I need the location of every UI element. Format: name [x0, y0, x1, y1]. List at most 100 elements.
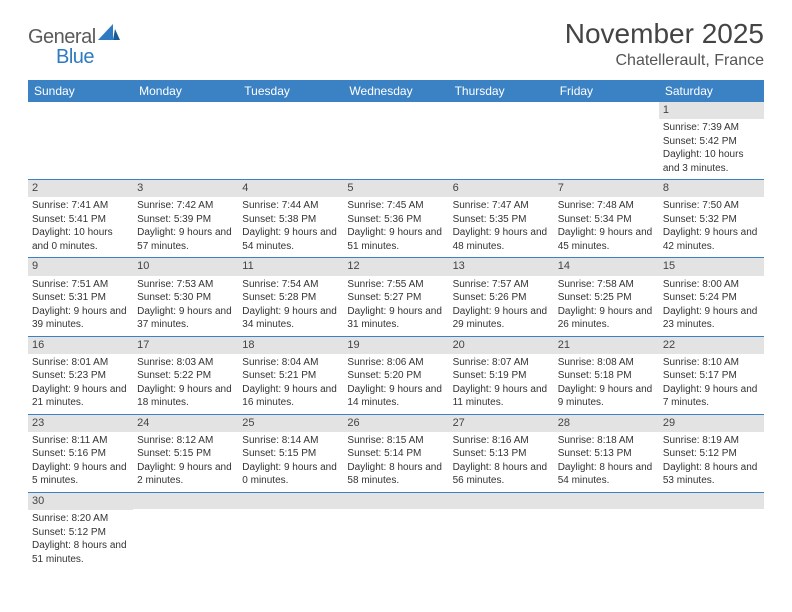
day-header: Sunday [28, 80, 133, 102]
sunset: Sunset: 5:12 PM [32, 526, 129, 540]
day-header: Monday [133, 80, 238, 102]
daylight: Daylight: 9 hours and 18 minutes. [137, 383, 234, 410]
logo-text-blue: Blue [56, 46, 94, 68]
day-cell: 21Sunrise: 8:08 AMSunset: 5:18 PMDayligh… [554, 336, 659, 414]
sunrise: Sunrise: 8:16 AM [453, 434, 550, 448]
daylight: Daylight: 10 hours and 0 minutes. [32, 226, 129, 253]
day-data: Sunrise: 7:57 AMSunset: 5:26 PMDaylight:… [449, 276, 554, 336]
sunrise: Sunrise: 8:19 AM [663, 434, 760, 448]
sunset: Sunset: 5:38 PM [242, 213, 339, 227]
day-cell: 19Sunrise: 8:06 AMSunset: 5:20 PMDayligh… [343, 336, 448, 414]
day-data: Sunrise: 7:53 AMSunset: 5:30 PMDaylight:… [133, 276, 238, 336]
day-number: 9 [28, 258, 133, 275]
sunset: Sunset: 5:35 PM [453, 213, 550, 227]
sunset: Sunset: 5:14 PM [347, 447, 444, 461]
day-header: Friday [554, 80, 659, 102]
calendar-table: Sunday Monday Tuesday Wednesday Thursday… [28, 80, 764, 570]
daylight: Daylight: 8 hours and 53 minutes. [663, 461, 760, 488]
day-number: 21 [554, 337, 659, 354]
sunrise: Sunrise: 8:06 AM [347, 356, 444, 370]
logo-text-blue-wrap: Blue [56, 46, 94, 69]
day-data: Sunrise: 7:54 AMSunset: 5:28 PMDaylight:… [238, 276, 343, 336]
day-cell [554, 492, 659, 570]
week-row: 16Sunrise: 8:01 AMSunset: 5:23 PMDayligh… [28, 336, 764, 414]
day-number: 29 [659, 415, 764, 432]
sunset: Sunset: 5:28 PM [242, 291, 339, 305]
day-cell [133, 102, 238, 180]
sunrise: Sunrise: 7:51 AM [32, 278, 129, 292]
day-cell: 12Sunrise: 7:55 AMSunset: 5:27 PMDayligh… [343, 258, 448, 336]
day-data: Sunrise: 7:39 AMSunset: 5:42 PMDaylight:… [659, 119, 764, 179]
day-cell: 17Sunrise: 8:03 AMSunset: 5:22 PMDayligh… [133, 336, 238, 414]
sunset: Sunset: 5:39 PM [137, 213, 234, 227]
sunrise: Sunrise: 8:03 AM [137, 356, 234, 370]
sunset: Sunset: 5:23 PM [32, 369, 129, 383]
day-data: Sunrise: 7:45 AMSunset: 5:36 PMDaylight:… [343, 197, 448, 257]
day-number: 24 [133, 415, 238, 432]
day-cell [28, 102, 133, 180]
day-data: Sunrise: 8:01 AMSunset: 5:23 PMDaylight:… [28, 354, 133, 414]
day-number: 12 [343, 258, 448, 275]
day-cell: 3Sunrise: 7:42 AMSunset: 5:39 PMDaylight… [133, 180, 238, 258]
sunrise: Sunrise: 8:12 AM [137, 434, 234, 448]
daylight: Daylight: 9 hours and 9 minutes. [558, 383, 655, 410]
day-data: Sunrise: 8:10 AMSunset: 5:17 PMDaylight:… [659, 354, 764, 414]
day-cell: 10Sunrise: 7:53 AMSunset: 5:30 PMDayligh… [133, 258, 238, 336]
daylight: Daylight: 9 hours and 14 minutes. [347, 383, 444, 410]
sunset: Sunset: 5:13 PM [558, 447, 655, 461]
sunset: Sunset: 5:41 PM [32, 213, 129, 227]
day-cell: 11Sunrise: 7:54 AMSunset: 5:28 PMDayligh… [238, 258, 343, 336]
day-cell [449, 492, 554, 570]
day-cell: 27Sunrise: 8:16 AMSunset: 5:13 PMDayligh… [449, 414, 554, 492]
day-data: Sunrise: 8:03 AMSunset: 5:22 PMDaylight:… [133, 354, 238, 414]
sunrise: Sunrise: 7:55 AM [347, 278, 444, 292]
sunrise: Sunrise: 7:54 AM [242, 278, 339, 292]
day-cell: 16Sunrise: 8:01 AMSunset: 5:23 PMDayligh… [28, 336, 133, 414]
day-data: Sunrise: 8:04 AMSunset: 5:21 PMDaylight:… [238, 354, 343, 414]
day-cell: 24Sunrise: 8:12 AMSunset: 5:15 PMDayligh… [133, 414, 238, 492]
sunrise: Sunrise: 8:10 AM [663, 356, 760, 370]
day-data: Sunrise: 8:07 AMSunset: 5:19 PMDaylight:… [449, 354, 554, 414]
day-cell [238, 492, 343, 570]
daylight: Daylight: 9 hours and 45 minutes. [558, 226, 655, 253]
sunset: Sunset: 5:21 PM [242, 369, 339, 383]
daylight: Daylight: 9 hours and 29 minutes. [453, 305, 550, 332]
logo-sail-icon [98, 23, 120, 46]
day-cell: 22Sunrise: 8:10 AMSunset: 5:17 PMDayligh… [659, 336, 764, 414]
day-cell [554, 102, 659, 180]
day-number: 5 [343, 180, 448, 197]
day-cell: 25Sunrise: 8:14 AMSunset: 5:15 PMDayligh… [238, 414, 343, 492]
sunset: Sunset: 5:18 PM [558, 369, 655, 383]
sunrise: Sunrise: 7:42 AM [137, 199, 234, 213]
day-number: 11 [238, 258, 343, 275]
day-header: Saturday [659, 80, 764, 102]
sunset: Sunset: 5:20 PM [347, 369, 444, 383]
day-data: Sunrise: 8:16 AMSunset: 5:13 PMDaylight:… [449, 432, 554, 492]
day-cell: 4Sunrise: 7:44 AMSunset: 5:38 PMDaylight… [238, 180, 343, 258]
day-number: 18 [238, 337, 343, 354]
day-header: Thursday [449, 80, 554, 102]
day-number: 14 [554, 258, 659, 275]
day-data: Sunrise: 7:47 AMSunset: 5:35 PMDaylight:… [449, 197, 554, 257]
sunset: Sunset: 5:27 PM [347, 291, 444, 305]
day-cell: 1Sunrise: 7:39 AMSunset: 5:42 PMDaylight… [659, 102, 764, 180]
sunrise: Sunrise: 8:00 AM [663, 278, 760, 292]
daylight: Daylight: 9 hours and 39 minutes. [32, 305, 129, 332]
daylight: Daylight: 9 hours and 21 minutes. [32, 383, 129, 410]
day-data: Sunrise: 7:50 AMSunset: 5:32 PMDaylight:… [659, 197, 764, 257]
day-data: Sunrise: 8:12 AMSunset: 5:15 PMDaylight:… [133, 432, 238, 492]
day-cell [133, 492, 238, 570]
day-cell: 7Sunrise: 7:48 AMSunset: 5:34 PMDaylight… [554, 180, 659, 258]
day-data: Sunrise: 7:48 AMSunset: 5:34 PMDaylight:… [554, 197, 659, 257]
day-cell: 28Sunrise: 8:18 AMSunset: 5:13 PMDayligh… [554, 414, 659, 492]
sunset: Sunset: 5:25 PM [558, 291, 655, 305]
sunrise: Sunrise: 7:57 AM [453, 278, 550, 292]
day-data: Sunrise: 8:15 AMSunset: 5:14 PMDaylight:… [343, 432, 448, 492]
location: Chatellerault, France [565, 52, 764, 70]
sunset: Sunset: 5:26 PM [453, 291, 550, 305]
sunset: Sunset: 5:15 PM [137, 447, 234, 461]
daylight: Daylight: 9 hours and 57 minutes. [137, 226, 234, 253]
calendar-page: General November 2025 Chatellerault, Fra… [0, 0, 792, 588]
sunrise: Sunrise: 8:04 AM [242, 356, 339, 370]
sunrise: Sunrise: 8:07 AM [453, 356, 550, 370]
